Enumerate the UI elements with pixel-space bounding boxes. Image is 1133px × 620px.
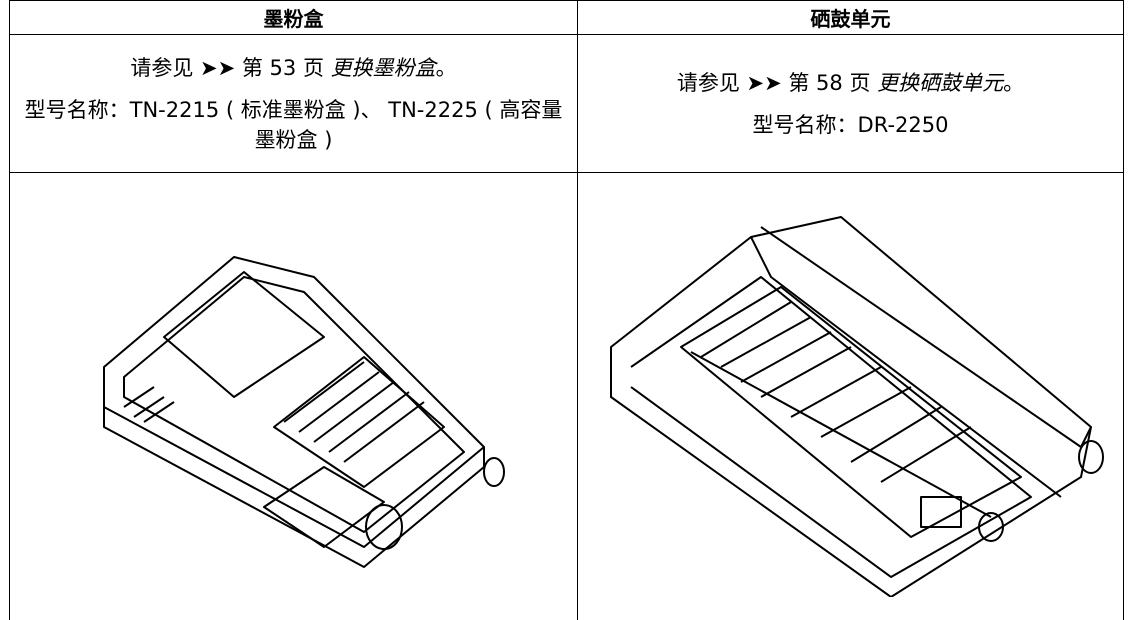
image-cell [577,173,1124,620]
toner-illustration [102,255,505,568]
image-cell [9,173,577,620]
header-cell: 硒鼓单元 [577,0,1124,35]
link[interactable]: 更换墨粉盒 [330,55,436,80]
punctuation: 。 [1003,70,1025,95]
reference-text: 请参见 ➤➤ 第 58 页 [676,70,878,95]
reference: 请参见 ➤➤ 第 53 页 更换墨粉盒。 [130,53,456,83]
header-text: 硒鼓单元 [810,7,891,31]
model: 型号名称：DR-2250 [752,112,949,137]
drum-illustration [609,215,1104,597]
header-text: 墨粉盒 [263,7,324,31]
punctuation: 。 [435,55,457,80]
model: 型号名称：TN-2215 ( 标准墨粉盒 )、 TN-2225 ( 高容量墨粉盒… [24,97,563,152]
reference: 请参见 ➤➤ 第 58 页 更换硒鼓单元。 [677,68,1024,98]
header-cell: 墨粉盒 [9,0,577,35]
link[interactable]: 更换硒鼓单元 [877,70,1004,95]
reference-text: 请参见 ➤➤ 第 53 页 [130,55,331,80]
text-cell: 请参见 ➤➤ 第 58 页 更换硒鼓单元。 型号名称：DR-2250 [577,35,1124,173]
text-cell: 请参见 ➤➤ 第 53 页 更换墨粉盒。 型号名称：TN-2215 ( 标准墨粉… [9,35,577,173]
